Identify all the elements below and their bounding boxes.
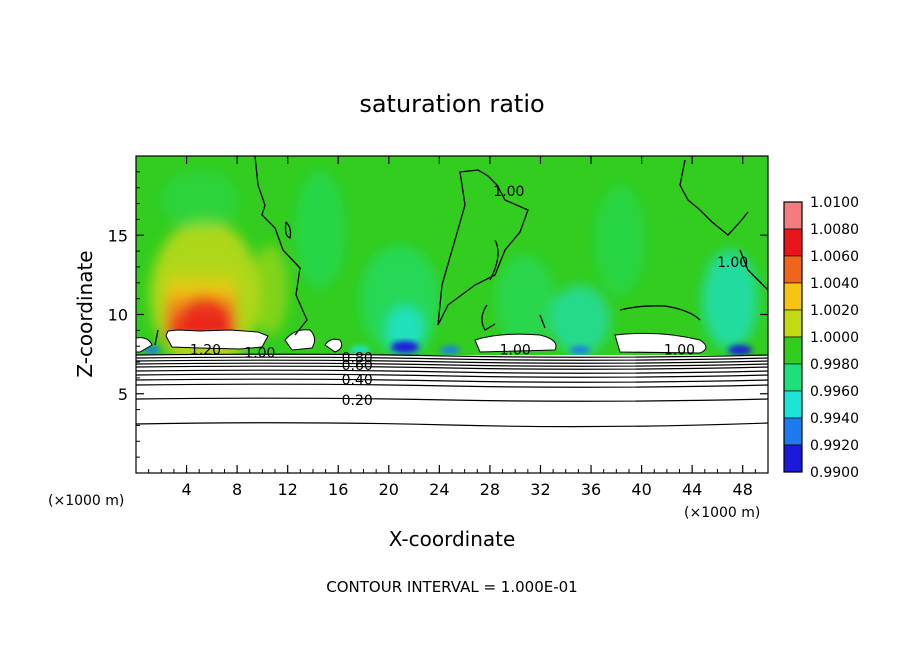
colorbar-swatch: [783, 444, 803, 473]
colorbar-swatch: [783, 309, 803, 338]
contour-label: 0.40: [342, 372, 373, 388]
contour-label: 0.80: [342, 350, 373, 366]
colorbar-label: 0.9920: [810, 438, 859, 454]
colorbar-label: 1.0040: [810, 276, 859, 292]
colorbar-label: 0.9940: [810, 411, 859, 427]
x-unit-left: (×1000 m): [48, 493, 124, 509]
colorbar-label: 1.0000: [810, 330, 859, 346]
contour-interval-note: CONTOUR INTERVAL = 1.000E-01: [326, 578, 577, 596]
contour-lines-upper: [154, 156, 768, 346]
colorbar-label: 1.0060: [810, 249, 859, 265]
colorbar-label: 0.9960: [810, 384, 859, 400]
contour-label: 1.20: [190, 342, 221, 358]
colorbar-swatch: [783, 228, 803, 257]
plot-area: [136, 156, 768, 473]
contour-label: 1.00: [664, 342, 695, 358]
x-tick-label: 4: [181, 480, 191, 499]
x-tick-label: 28: [480, 480, 500, 499]
colorbar-label: 1.0100: [810, 195, 859, 211]
contour-label: 1.00: [717, 255, 748, 271]
y-tick-label: 15: [108, 226, 128, 245]
y-tick-label: 5: [118, 385, 128, 404]
contour-label: 1.00: [500, 342, 531, 358]
x-tick-label: 8: [232, 480, 242, 499]
colorbar-swatch: [783, 363, 803, 392]
x-tick-label: 48: [733, 480, 753, 499]
x-axis: 4 8 12 16 20 24 28 32 36 40 44 48: [148, 156, 756, 499]
x-axis-label: X-coordinate: [389, 527, 516, 551]
colorbar-label: 1.0080: [810, 222, 859, 238]
contour-labels: 1.00 1.00 1.20 1.00 0.800.600.40 0.20 1.00 1.00: [190, 184, 748, 409]
contour-lines-lower: [136, 353, 768, 428]
x-unit-right: (×1000 m): [684, 505, 760, 521]
cloud-regions: [136, 329, 707, 354]
y-axis: 5 10 15: [108, 171, 768, 458]
colorbar-label: 1.0020: [810, 303, 859, 319]
y-tick-label: 10: [108, 306, 128, 325]
colorbar-frame: [783, 201, 803, 473]
colorbar-swatch: [783, 255, 803, 284]
colorbar-label: 0.9980: [810, 357, 859, 373]
x-tick-label: 44: [682, 480, 702, 499]
colorbar-swatch: [783, 201, 803, 230]
contour-label: 1.00: [244, 346, 275, 362]
contour-label: 0.60: [342, 358, 373, 374]
y-axis-label: Z-coordinate: [73, 250, 97, 377]
x-tick-label: 20: [379, 480, 399, 499]
colorbar-swatch: [783, 336, 803, 365]
x-tick-label: 16: [328, 480, 348, 499]
colorbar-swatch: [783, 390, 803, 419]
x-tick-label: 36: [581, 480, 601, 499]
colorbar: 1.0100 1.0080 1.0060 1.0040 1.0020 1.0000 0.99…: [783, 195, 859, 481]
contour-label: 0.20: [342, 393, 373, 409]
x-tick-label: 24: [429, 480, 449, 499]
contour-label: 1.00: [493, 184, 524, 200]
x-tick-label: 12: [278, 480, 298, 499]
field-blue-spots: [144, 341, 752, 355]
colorbar-label: 0.9900: [810, 465, 859, 481]
x-tick-label: 32: [530, 480, 550, 499]
chart-title: saturation ratio: [359, 90, 544, 118]
colorbar-swatch: [783, 282, 803, 311]
x-tick-label: 40: [631, 480, 651, 499]
colorbar-swatch: [783, 417, 803, 446]
